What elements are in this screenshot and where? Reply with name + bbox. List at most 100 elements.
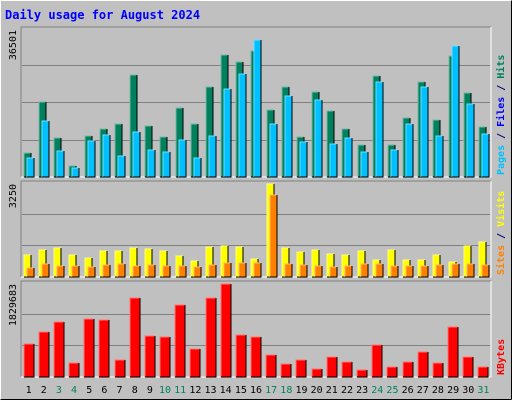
bar-visits-day-22-hilite <box>341 254 349 277</box>
bar-hits-day-9-hilite <box>144 125 152 177</box>
bar-kbytes-day-7 <box>115 360 125 377</box>
day-label-22: 22 <box>341 385 353 396</box>
bar-hits-day-28-hilite <box>432 119 440 177</box>
bar-hits-day-23-hilite <box>357 144 365 177</box>
bar-files-day-19 <box>300 142 307 177</box>
bar-sites-day-4-shadow <box>72 266 80 278</box>
day-label-5: 5 <box>86 385 92 396</box>
bar-hits-day-2-hilite <box>38 101 46 177</box>
bar-files-day-29 <box>452 46 459 177</box>
day-label-2: 2 <box>41 385 47 396</box>
day-label-7: 7 <box>117 385 123 396</box>
day-label-14: 14 <box>220 385 232 396</box>
bar-hits-day-10-hilite <box>159 136 167 177</box>
bar-hits-day-12-hilite <box>190 123 198 177</box>
bar-kbytes-day-31-hilite <box>477 366 488 377</box>
bar-sites-day-8-shadow <box>133 266 141 278</box>
bar-files-day-13 <box>209 136 216 177</box>
bar-visits-day-1-hilite <box>23 254 31 277</box>
bar-sites-day-19 <box>300 265 307 277</box>
bar-sites-day-11 <box>179 266 186 277</box>
bar-files-day-1 <box>27 158 34 177</box>
bar-visits-day-16-hilite <box>250 258 258 277</box>
bar-files-day-17-shadow <box>270 124 278 178</box>
bar-files-day-28-hilite <box>435 135 443 177</box>
bar-sites-day-4-hilite <box>71 265 79 277</box>
bar-kbytes-day-23-hilite <box>356 369 367 377</box>
bar-sites-day-9-shadow <box>148 265 156 278</box>
bar-sites-day-17-shadow <box>270 195 278 278</box>
bar-kbytes-day-31 <box>478 367 488 377</box>
bar-files-day-14-shadow <box>224 89 232 178</box>
bar-sites-day-25 <box>391 266 398 277</box>
bar-files-day-5-shadow <box>88 141 96 178</box>
legend-entry-: / <box>496 127 507 145</box>
bar-sites-day-14-hilite <box>223 262 231 277</box>
bar-files-day-26-shadow <box>406 124 414 178</box>
bar-files-day-4 <box>72 168 79 177</box>
bar-sites-day-1 <box>27 268 34 277</box>
bar-sites-day-25-hilite <box>390 265 398 277</box>
bar-kbytes-day-13-shadow <box>206 298 217 378</box>
bar-visits-day-17-hilite <box>266 183 274 277</box>
bar-sites-day-21-shadow <box>330 267 338 278</box>
bar-sites-day-3-hilite <box>56 265 64 277</box>
bar-visits-day-1 <box>24 255 31 277</box>
bar-files-day-17 <box>270 124 277 177</box>
bar-kbytes-day-18 <box>281 364 291 377</box>
bar-sites-day-14-shadow <box>224 263 232 278</box>
bar-sites-day-8-hilite <box>132 265 140 277</box>
bar-files-day-12-shadow <box>194 158 202 178</box>
day-label-11: 11 <box>174 385 186 396</box>
bar-files-day-29-shadow <box>452 46 460 178</box>
bar-kbytes-day-25-shadow <box>387 367 398 378</box>
bar-hits-day-24-hilite <box>372 75 380 177</box>
bar-files-day-10-shadow <box>163 152 171 178</box>
bar-kbytes-day-25 <box>387 367 397 377</box>
bar-sites-day-27-hilite <box>420 265 428 277</box>
bar-sites-day-2 <box>42 264 49 277</box>
bar-kbytes-day-1-hilite <box>23 343 34 377</box>
bar-visits-day-10 <box>160 251 167 277</box>
bar-sites-day-25-shadow <box>391 266 399 278</box>
bar-kbytes-day-23-shadow <box>357 370 368 378</box>
bar-files-day-15-shadow <box>239 74 247 178</box>
bar-sites-day-23-hilite <box>360 263 368 277</box>
bar-files-day-4-shadow <box>72 168 80 178</box>
bar-sites-day-9 <box>148 265 155 277</box>
bar-kbytes-day-24-hilite <box>371 344 382 377</box>
bar-kbytes-day-6 <box>99 320 109 377</box>
bar-sites-day-15-shadow <box>239 263 247 278</box>
bar-kbytes-day-9-hilite <box>144 335 155 377</box>
bar-files-day-31-shadow <box>482 134 490 178</box>
legend-entry-pages: Pages <box>496 145 507 175</box>
bar-files-day-28-shadow <box>436 136 444 178</box>
bar-kbytes-day-17-shadow <box>266 355 277 378</box>
bar-files-day-23-shadow <box>361 152 369 178</box>
bar-sites-day-24-hilite <box>375 263 383 277</box>
bar-visits-day-25-hilite <box>387 249 395 277</box>
bar-kbytes-day-26-hilite <box>402 361 413 377</box>
day-label-12: 12 <box>189 385 201 396</box>
bar-files-day-3 <box>57 151 64 177</box>
day-label-24: 24 <box>371 385 383 396</box>
bar-files-day-11-shadow <box>179 140 187 178</box>
bar-sites-day-26-shadow <box>406 266 414 278</box>
bar-sites-day-12-shadow <box>194 267 202 278</box>
bar-kbytes-day-29 <box>448 327 458 377</box>
bar-files-day-21-hilite <box>329 143 337 177</box>
bar-visits-day-12-hilite <box>190 260 198 277</box>
bar-visits-day-9-hilite <box>144 248 152 277</box>
bar-sites-day-7-hilite <box>117 263 125 277</box>
bar-files-day-18-hilite <box>284 95 292 177</box>
bar-visits-day-10-hilite <box>159 250 167 277</box>
bar-hits-day-1-hilite <box>23 152 31 177</box>
bar-kbytes-day-14-hilite <box>220 283 231 377</box>
bar-files-day-16 <box>254 40 261 177</box>
bar-visits-day-26-hilite <box>402 259 410 277</box>
bar-sites-day-5-hilite <box>87 266 95 277</box>
bar-visits-day-29-hilite <box>448 261 456 277</box>
bar-kbytes-day-28-hilite <box>432 362 443 377</box>
bar-files-day-25-hilite <box>390 149 398 177</box>
bar-sites-day-30-hilite <box>466 263 474 277</box>
